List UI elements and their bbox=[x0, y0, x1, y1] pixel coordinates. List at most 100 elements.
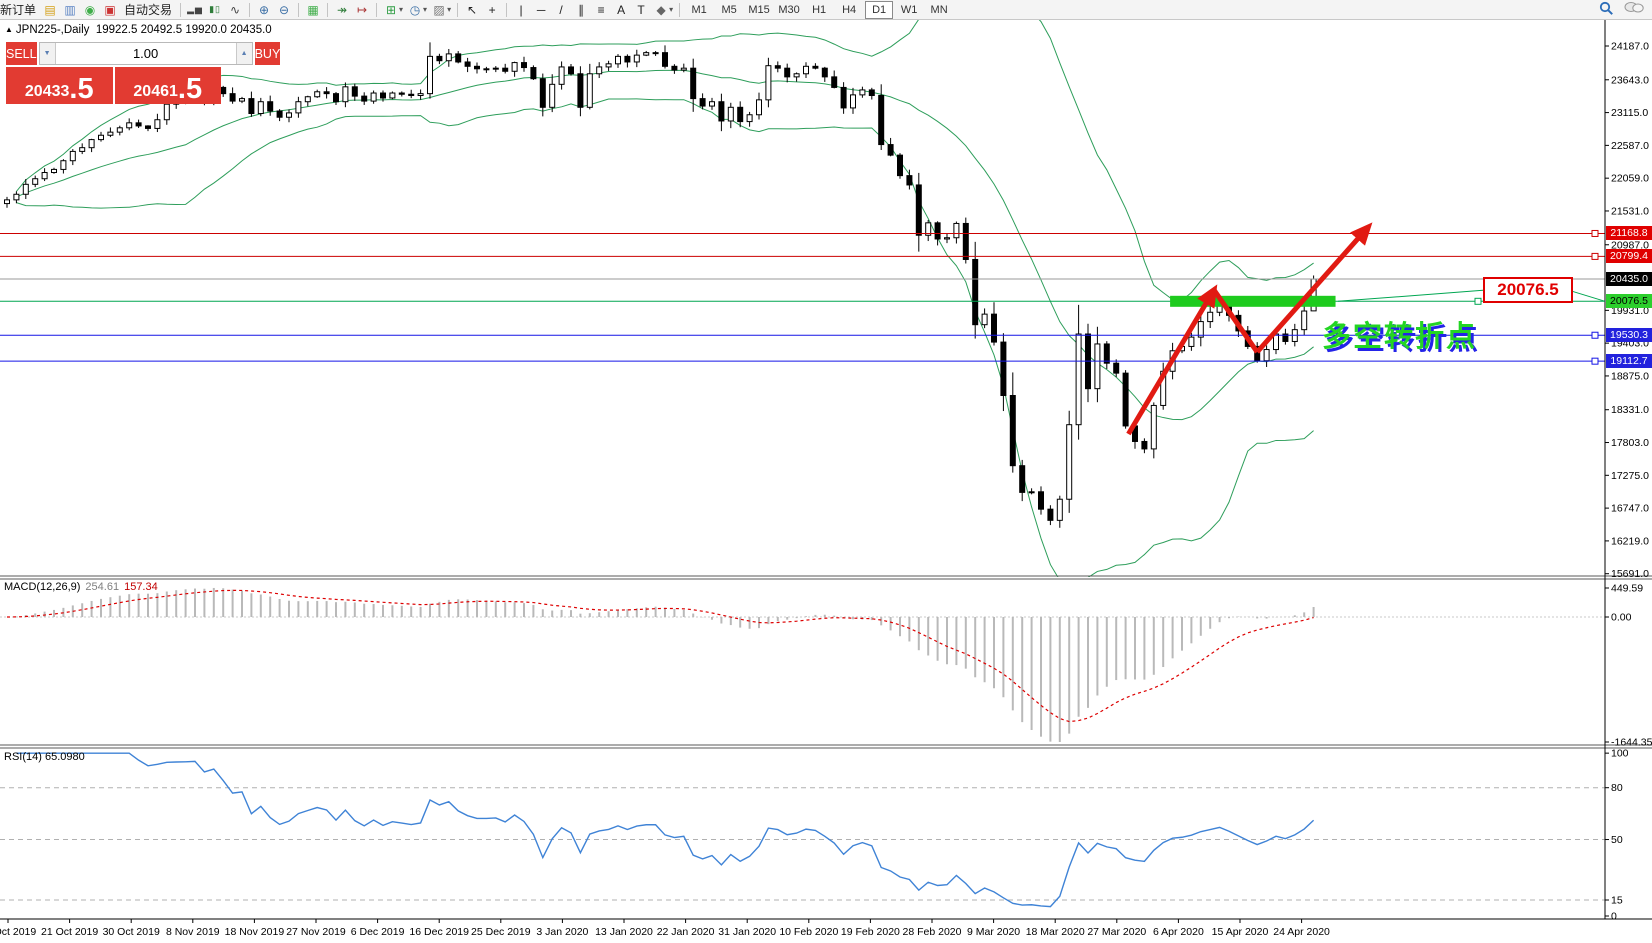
text-icon[interactable]: A bbox=[617, 2, 626, 17]
main-chart-panel[interactable] bbox=[4, 2, 1317, 585]
price-tick-label: 18331.0 bbox=[1611, 404, 1649, 416]
date-tick-label: 25 Dec 2019 bbox=[471, 926, 531, 938]
new-chart-icon[interactable]: ⊞ bbox=[386, 2, 397, 17]
trend-arrow-segment[interactable] bbox=[1255, 222, 1373, 354]
channel-icon[interactable]: ∥ bbox=[578, 2, 585, 17]
tile-windows-icon[interactable]: ▦ bbox=[307, 2, 319, 17]
trend-arrow-segment[interactable] bbox=[1126, 284, 1218, 436]
cursor-icon[interactable]: ↖ bbox=[467, 2, 478, 17]
terminal-icon[interactable]: ▥ bbox=[64, 2, 76, 17]
templates-icon[interactable]: ▨ bbox=[433, 2, 445, 17]
timeframe-button-mn[interactable]: MN bbox=[930, 3, 948, 16]
line-handle-marker[interactable] bbox=[1474, 297, 1482, 305]
sell-button[interactable]: SELL bbox=[6, 42, 37, 65]
candlestick-chart-icon[interactable]: ▮▯ bbox=[209, 4, 221, 14]
turning-point-annotation[interactable]: 多空转折点 bbox=[1322, 321, 1478, 353]
timeframe-button-h4[interactable]: H4 bbox=[842, 3, 857, 16]
crosshair-icon[interactable]: + bbox=[488, 2, 496, 17]
toolbar-separator bbox=[376, 2, 378, 17]
line-chart-icon[interactable]: ∿ bbox=[230, 2, 241, 17]
date-tick-label: 8 Nov 2019 bbox=[166, 926, 220, 938]
volume-input[interactable] bbox=[55, 43, 236, 64]
shapes-icon[interactable]: ◆ bbox=[656, 2, 666, 17]
autotrading-icon[interactable]: ▣ bbox=[104, 2, 116, 17]
trend-arrow-segment[interactable] bbox=[1211, 288, 1260, 354]
auto-scroll-icon[interactable]: ↠ bbox=[337, 2, 348, 17]
price-level-callout[interactable]: 20076.5 bbox=[1483, 277, 1573, 303]
dropdown-arrow-icon[interactable]: ▾ bbox=[423, 5, 428, 14]
price-badge: 19112.7 bbox=[1606, 354, 1652, 369]
chat-icon[interactable] bbox=[1624, 1, 1644, 18]
rsi-panel[interactable] bbox=[0, 752, 1605, 908]
date-tick-label: 27 Mar 2020 bbox=[1087, 926, 1146, 938]
callout-connector bbox=[1338, 289, 1484, 302]
timeframe-button-d1[interactable]: D1 bbox=[865, 0, 894, 19]
date-axis[interactable]: 11 Oct 2019 21 Oct 2019 30 Oct 2019 8 Nov 2… bbox=[0, 919, 1330, 938]
date-tick-label: 10 Feb 2020 bbox=[779, 926, 838, 938]
timeframe-button-w1[interactable]: W1 bbox=[900, 3, 918, 16]
price-tick-label: 16747.0 bbox=[1611, 503, 1649, 515]
zoom-in-icon[interactable]: ⊕ bbox=[259, 2, 270, 17]
date-tick-label: 22 Jan 2020 bbox=[657, 926, 715, 938]
timeframe-button-h1[interactable]: H1 bbox=[812, 3, 827, 16]
price-tick-label: 16219.0 bbox=[1611, 535, 1649, 547]
price-tick-label: 17275.0 bbox=[1611, 470, 1649, 482]
rsi-axis-label: 100 bbox=[1611, 748, 1629, 760]
toolbar-separator bbox=[298, 2, 300, 17]
new-order-button[interactable]: 新订单 bbox=[0, 3, 37, 17]
support-zone-bar[interactable] bbox=[1170, 295, 1336, 307]
search-icon[interactable] bbox=[1599, 1, 1614, 19]
buy-button[interactable]: BUY bbox=[254, 42, 281, 65]
toolbar-separator bbox=[506, 2, 508, 17]
rsi-axis-label: 50 bbox=[1611, 834, 1623, 846]
buy-price[interactable]: 20461.5 bbox=[114, 67, 221, 104]
toolbar-separator bbox=[679, 2, 681, 17]
sell-price-main: 20433 bbox=[24, 83, 70, 100]
timeframe-button-m1[interactable]: M1 bbox=[691, 3, 707, 16]
bar-chart-icon[interactable]: ▂▅ bbox=[187, 4, 203, 14]
collapse-icon[interactable]: ▲ bbox=[5, 25, 13, 34]
fibonacci-icon[interactable]: ≡ bbox=[597, 2, 605, 17]
dropdown-arrow-icon[interactable]: ▾ bbox=[399, 5, 404, 14]
trendline-icon[interactable]: / bbox=[559, 2, 563, 17]
price-badge: 19530.3 bbox=[1606, 328, 1652, 343]
macd-histogram bbox=[15, 587, 1315, 742]
book-icon[interactable]: ▤ bbox=[44, 2, 56, 17]
date-tick-label: 28 Feb 2020 bbox=[903, 926, 962, 938]
sell-price[interactable]: 20433.5 bbox=[6, 67, 113, 104]
dropdown-arrow-icon[interactable]: ▾ bbox=[669, 5, 674, 14]
macd-signal-value: 157.34 bbox=[124, 581, 158, 593]
line-handle-marker[interactable] bbox=[1591, 331, 1599, 339]
price-axis[interactable]: 24187.0 23643.0 23115.0 22587.0 22059.0 21531… bbox=[1605, 41, 1652, 923]
date-tick-label: 31 Jan 2020 bbox=[718, 926, 776, 938]
timeframe-button-m5[interactable]: M5 bbox=[721, 3, 737, 16]
volume-increase-spinner[interactable]: ▲ bbox=[235, 43, 252, 64]
rsi-axis-label: 80 bbox=[1611, 782, 1623, 794]
bollinger-lower-band bbox=[16, 98, 1314, 577]
horizontal-line-icon[interactable]: ─ bbox=[536, 2, 546, 17]
macd-axis-label: 0.00 bbox=[1611, 612, 1632, 624]
macd-main-value: 254.61 bbox=[85, 581, 120, 593]
line-handle-marker[interactable] bbox=[1591, 357, 1599, 365]
macd-axis-label: 449.59 bbox=[1611, 583, 1643, 595]
vertical-line-icon[interactable]: | bbox=[519, 2, 523, 17]
price-tick-label: 22059.0 bbox=[1611, 173, 1649, 185]
sell-price-frac: .5 bbox=[69, 73, 94, 106]
chart-shift-icon[interactable]: ↦ bbox=[357, 2, 368, 17]
periods-icon[interactable]: ◷ bbox=[409, 2, 421, 17]
line-handle-marker[interactable] bbox=[1591, 252, 1599, 260]
one-click-trade-panel: SELL ▼ ▲ BUY 20433.5 20461.5 bbox=[6, 42, 281, 104]
dropdown-arrow-icon[interactable]: ▾ bbox=[447, 5, 452, 14]
date-tick-label: 15 Apr 2020 bbox=[1212, 926, 1269, 938]
signals-icon[interactable]: ◉ bbox=[84, 2, 96, 17]
date-tick-label: 3 Jan 2020 bbox=[536, 926, 588, 938]
line-handle-marker[interactable] bbox=[1591, 229, 1599, 237]
volume-decrease-spinner[interactable]: ▼ bbox=[39, 43, 56, 64]
label-icon[interactable]: T bbox=[637, 2, 645, 17]
zoom-out-icon[interactable]: ⊖ bbox=[279, 2, 290, 17]
autotrading-button-label[interactable]: 自动交易 bbox=[124, 3, 173, 17]
timeframe-button-m30[interactable]: M30 bbox=[778, 3, 800, 16]
macd-panel[interactable] bbox=[0, 587, 1605, 742]
timeframe-button-m15[interactable]: M15 bbox=[748, 3, 770, 16]
